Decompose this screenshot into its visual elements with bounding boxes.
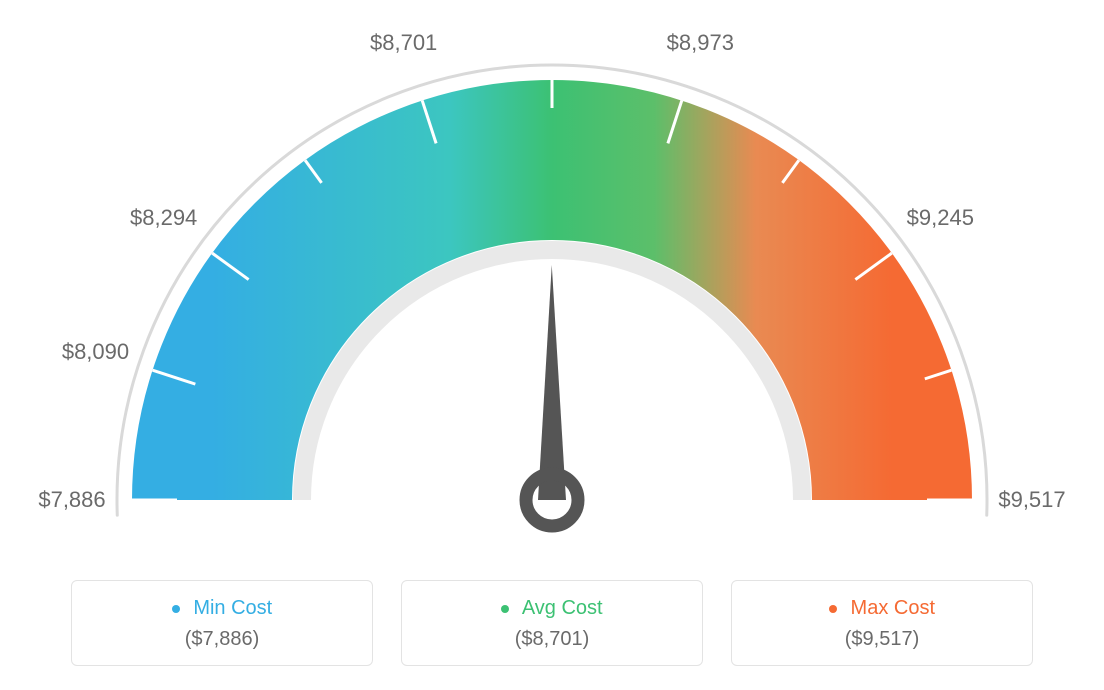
legend-avg: Avg Cost ($8,701) [401,580,703,666]
legend-min-value: ($7,886) [72,628,372,651]
gauge-tick-label: $8,973 [667,30,734,56]
legend-avg-dot [501,605,509,613]
legend-max-title: Max Cost [732,597,1032,620]
gauge-tick-label: $7,886 [38,487,105,513]
legend-avg-value: ($8,701) [402,628,702,651]
legend-min-label: Min Cost [193,597,272,619]
legend-min: Min Cost ($7,886) [71,580,373,666]
legend-avg-title: Avg Cost [402,597,702,620]
gauge-area: $7,886 $8,090 $8,294 $8,701 $8,973 $9,245 $9,5… [0,0,1104,560]
gauge-svg [0,0,1104,560]
legend-row: Min Cost ($7,886) Avg Cost ($8,701) Max … [0,580,1104,666]
gauge-tick-label: $9,517 [998,487,1065,513]
gauge-tick-label: $8,090 [62,339,129,365]
gauge-chart-container: $7,886 $8,090 $8,294 $8,701 $8,973 $9,245 $9,5… [0,0,1104,690]
gauge-tick-label: $8,701 [370,30,437,56]
legend-min-title: Min Cost [72,597,372,620]
gauge-tick-label: $8,294 [130,205,197,231]
legend-max: Max Cost ($9,517) [731,580,1033,666]
legend-max-value: ($9,517) [732,628,1032,651]
legend-min-dot [172,605,180,613]
gauge-tick-label: $9,245 [907,205,974,231]
legend-max-dot [829,605,837,613]
legend-avg-label: Avg Cost [522,597,603,619]
legend-max-label: Max Cost [851,597,935,619]
